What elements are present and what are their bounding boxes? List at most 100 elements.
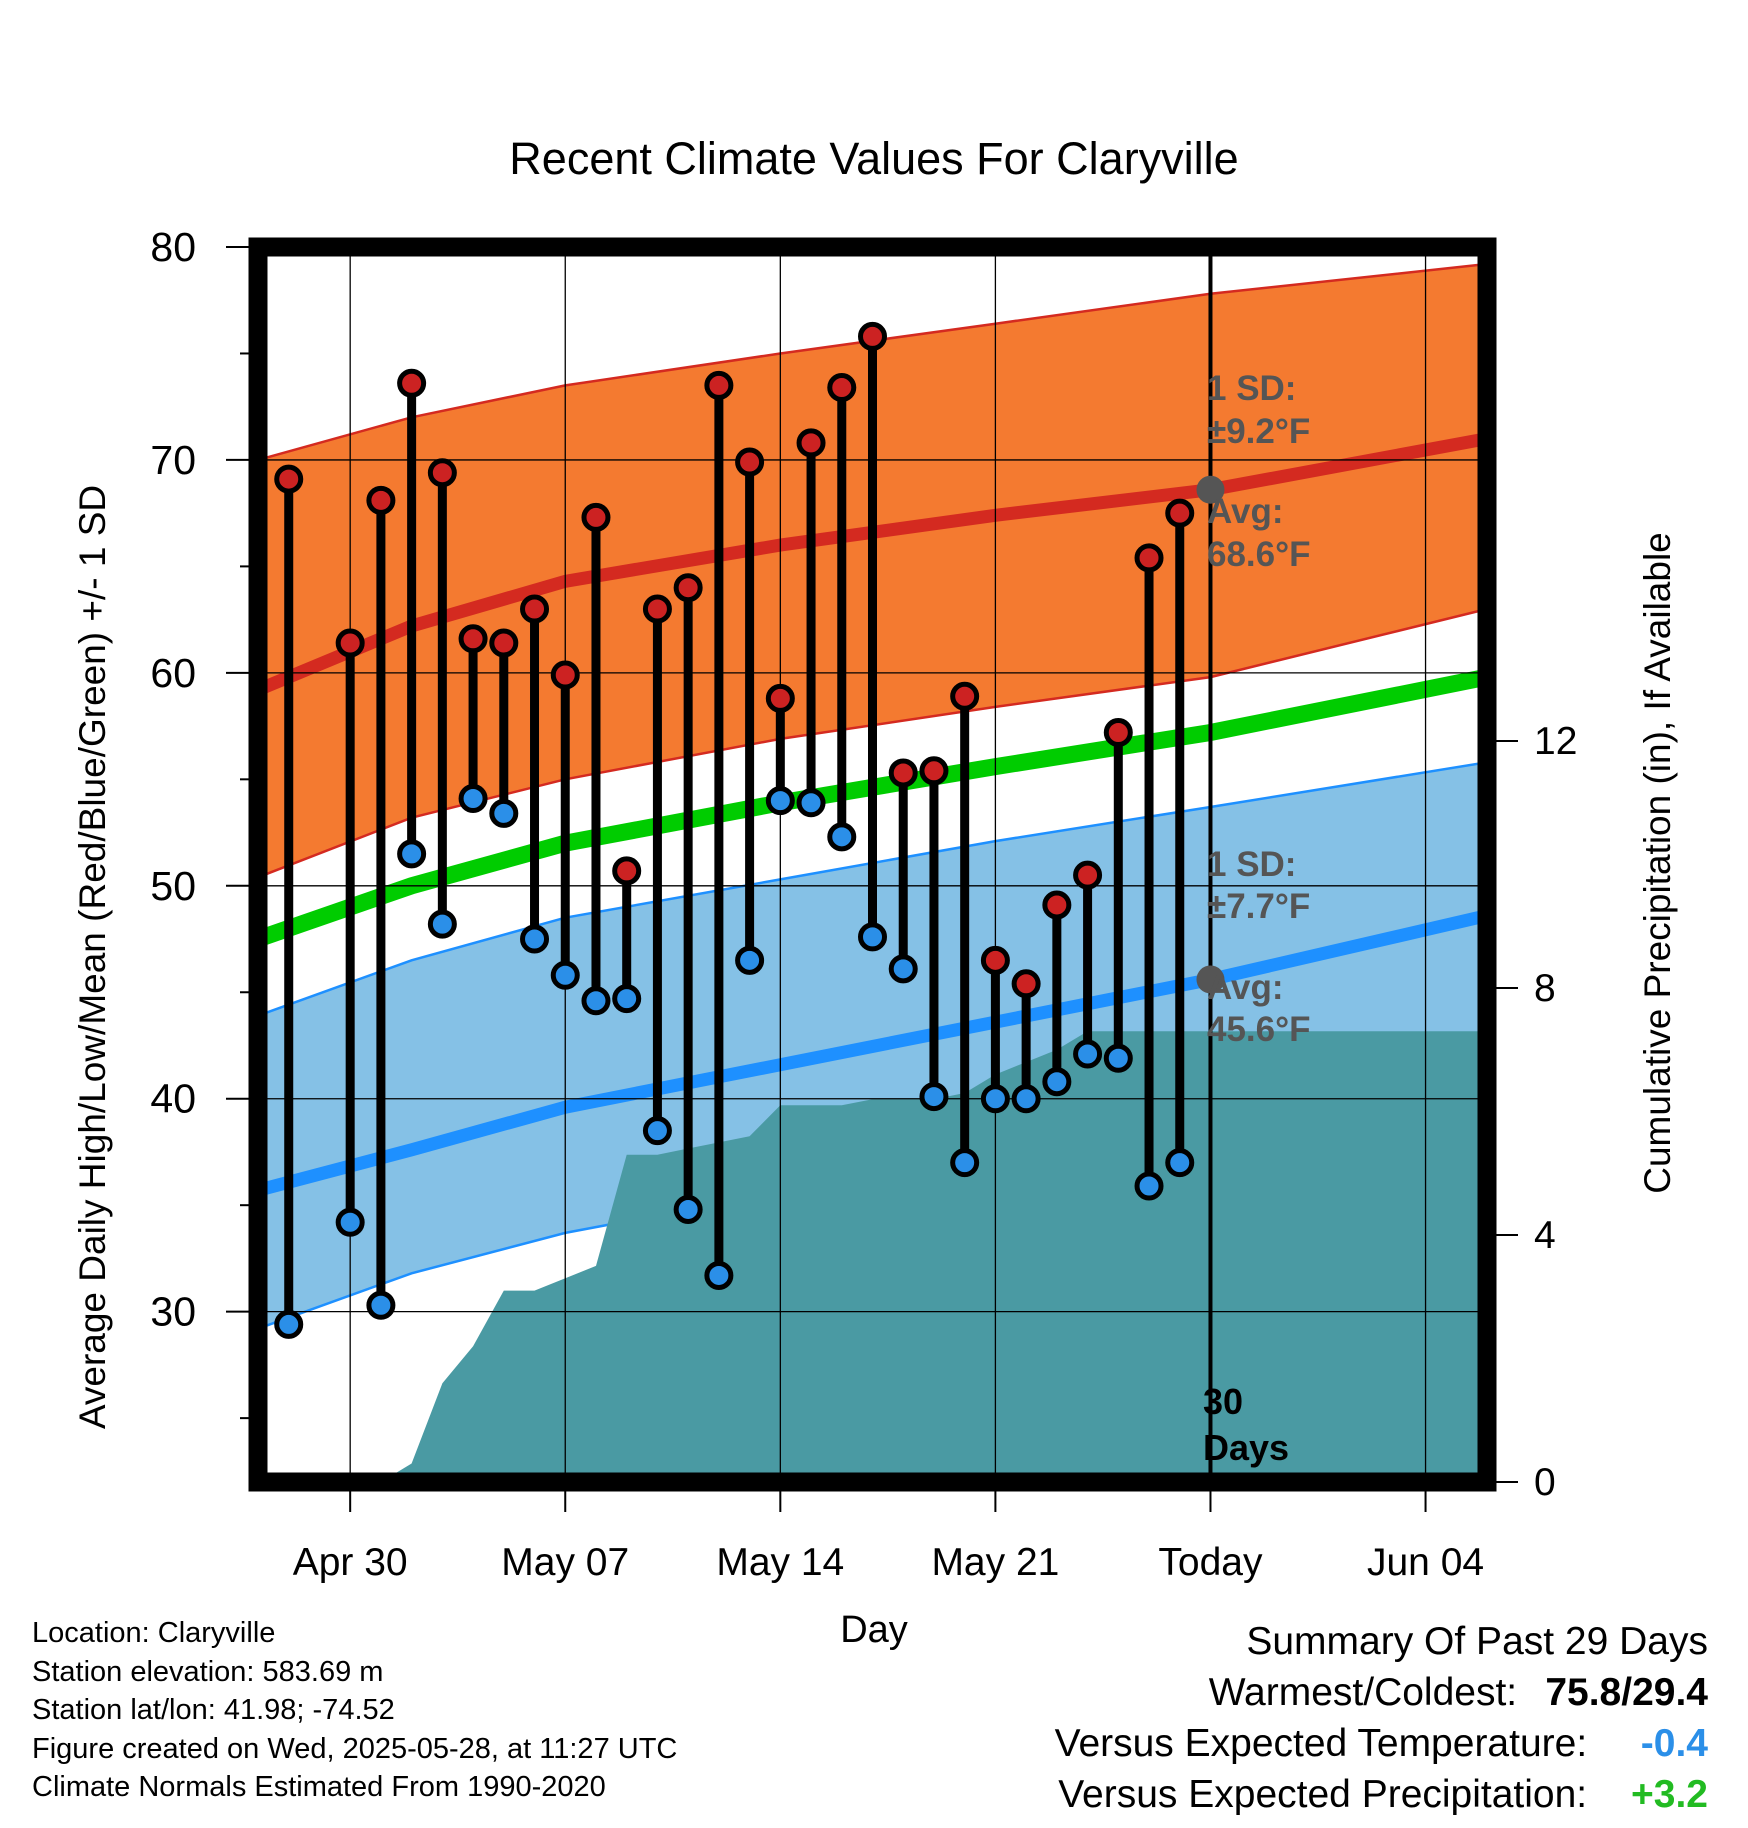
daily-low-point — [1073, 1039, 1103, 1069]
daily-high-point — [366, 485, 396, 515]
x-tick-label: Jun 04 — [1367, 1541, 1484, 1584]
daily-low-point — [335, 1207, 365, 1237]
summary-precip-label: Versus Expected Precipitation: — [1058, 1773, 1588, 1816]
summary-warmest-label: Warmest/Coldest: — [1208, 1671, 1518, 1714]
summary-precip-row: Versus Expected Precipitation: +3.2 — [1055, 1769, 1708, 1820]
daily-low-point — [735, 945, 765, 975]
info-created: Figure created on Wed, 2025-05-28, at 11… — [32, 1732, 678, 1765]
x-tick-label: May 07 — [501, 1541, 629, 1584]
daily-low-point — [765, 786, 795, 816]
plot-frame — [248, 237, 1497, 1492]
daily-low-point — [489, 798, 519, 828]
daily-high-point — [612, 856, 642, 886]
x-tick-label: Apr 30 — [293, 1541, 408, 1584]
daily-high-point — [335, 628, 365, 658]
daily-low-point — [1134, 1171, 1164, 1201]
low-sd-value: ±7.7°F — [1207, 887, 1310, 926]
summary-warmest-row: Warmest/Coldest: 75.8/29.4 — [1055, 1667, 1708, 1718]
y2-tick-label: 4 — [1534, 1214, 1556, 1257]
x-tick-label: Today — [1158, 1541, 1263, 1584]
daily-high-point — [274, 464, 304, 494]
daily-low-point — [827, 822, 857, 852]
today-days-number: 30 — [1203, 1381, 1243, 1422]
daily-low-point — [366, 1290, 396, 1320]
summary-temp-row: Versus Expected Temperature: -0.4 — [1055, 1718, 1708, 1769]
daily-high-point — [980, 945, 1010, 975]
daily-low-point — [1011, 1084, 1041, 1114]
daily-low-point — [858, 922, 887, 952]
y-axis-label: Average Daily High/Low/Mean (Red/Blue/Gr… — [72, 485, 113, 1429]
daily-low-point — [796, 788, 826, 818]
daily-low-point — [550, 960, 580, 990]
summary-temp-value: -0.4 — [1640, 1722, 1708, 1765]
daily-high-point — [858, 321, 887, 351]
daily-high-point — [704, 370, 734, 400]
today-days-label: Days — [1203, 1427, 1289, 1468]
daily-low-point — [950, 1148, 980, 1178]
daily-low-point — [581, 986, 611, 1016]
daily-high-point — [397, 368, 427, 398]
station-info: Location: Claryville Station elevation: … — [32, 1614, 677, 1807]
daily-low-point — [520, 924, 550, 954]
info-latlon: Station lat/lon: 41.98; -74.52 — [32, 1694, 395, 1726]
low-avg-value: 45.6°F — [1207, 1010, 1311, 1049]
daily-high-point — [520, 594, 550, 624]
daily-low-point — [919, 1082, 949, 1112]
daily-high-point — [1042, 890, 1072, 920]
y2-axis-label: Cumulative Precipitation (in), If Availa… — [1637, 532, 1678, 1194]
summary-panel: Summary Of Past 29 Days Warmest/Coldest:… — [1055, 1616, 1708, 1820]
high-avg-label: Avg: — [1207, 492, 1283, 531]
daily-low-point — [704, 1260, 734, 1290]
daily-high-point — [458, 624, 488, 654]
daily-high-point — [950, 681, 980, 711]
daily-high-point — [919, 756, 949, 786]
summary-temp-label: Versus Expected Temperature: — [1054, 1722, 1588, 1765]
daily-range-bars — [274, 321, 1195, 1339]
daily-high-point — [827, 373, 857, 403]
daily-high-point — [735, 447, 765, 477]
low-avg-label: Avg: — [1207, 968, 1283, 1007]
summary-precip-value: +3.2 — [1631, 1773, 1708, 1816]
high-sd-value: ±9.2°F — [1207, 412, 1310, 451]
daily-low-point — [612, 984, 642, 1014]
daily-high-point — [427, 458, 457, 488]
x-axis-label: Day — [840, 1609, 908, 1651]
y-tick-label: 50 — [150, 863, 196, 909]
daily-high-point — [489, 628, 519, 658]
daily-high-point — [581, 502, 611, 532]
daily-low-point — [427, 909, 457, 939]
summary-title: Summary Of Past 29 Days — [1246, 1620, 1708, 1663]
daily-low-point — [888, 954, 918, 984]
y-tick-label: 60 — [150, 650, 196, 696]
y2-tick-label: 12 — [1534, 720, 1577, 763]
y2-tick-label: 8 — [1534, 967, 1556, 1010]
y-tick-label: 40 — [150, 1076, 196, 1122]
y2-tick-label: 0 — [1534, 1461, 1556, 1504]
daily-high-point — [550, 660, 580, 690]
daily-low-point — [458, 783, 488, 813]
info-elevation: Station elevation: 583.69 m — [32, 1655, 384, 1688]
daily-high-point — [673, 573, 703, 603]
daily-high-point — [1165, 498, 1195, 528]
x-tick-label: May 21 — [931, 1541, 1059, 1584]
high-sd-label: 1 SD: — [1207, 369, 1296, 408]
daily-low-point — [980, 1084, 1010, 1114]
daily-low-point — [274, 1309, 304, 1339]
daily-high-point — [888, 758, 918, 788]
daily-high-point — [1134, 543, 1164, 573]
daily-low-point — [1042, 1067, 1072, 1097]
daily-low-point — [673, 1194, 703, 1224]
daily-low-point — [642, 1116, 672, 1146]
daily-low-point — [397, 839, 427, 869]
daily-high-point — [1073, 860, 1103, 890]
today-low-avg-marker — [1196, 965, 1225, 994]
daily-high-point — [796, 428, 826, 458]
daily-high-point — [765, 683, 795, 713]
daily-low-point — [1165, 1148, 1195, 1178]
summary-warmest-value: 75.8/29.4 — [1545, 1671, 1708, 1714]
low-sd-label: 1 SD: — [1207, 845, 1296, 884]
today-high-avg-marker — [1196, 475, 1225, 504]
axes: 30 40 50 60 70 80 0 4 8 12 Apr 30 May 07 May 14 May 2… — [150, 224, 1577, 1584]
daily-high-point — [1103, 717, 1133, 747]
